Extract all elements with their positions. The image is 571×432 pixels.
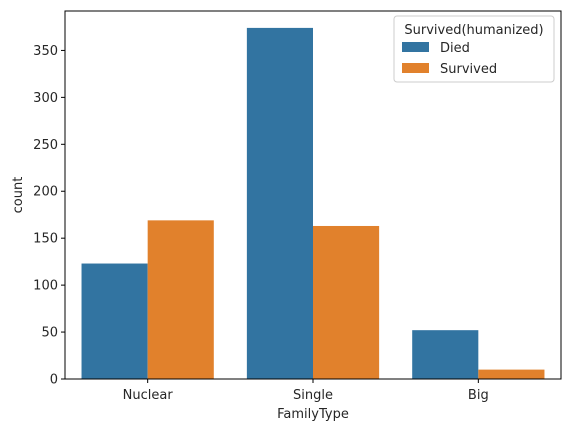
y-tick-label: 150: [33, 232, 58, 247]
y-tick-label: 200: [33, 185, 58, 200]
y-axis: 0 50 100 150 200 250 300 350: [33, 44, 65, 388]
y-tick-label: 100: [33, 279, 58, 294]
x-axis: Nuclear Single Big: [123, 379, 489, 403]
bar-died-single: [246, 27, 313, 380]
legend-label-died: Died: [440, 41, 470, 56]
x-tick-label: Big: [468, 388, 489, 403]
bar-survived-single: [313, 225, 380, 379]
bar-died-big: [412, 330, 479, 379]
bar-survived-big: [478, 369, 545, 379]
y-tick-label: 250: [33, 138, 58, 153]
legend-items: Died Survived: [402, 41, 497, 77]
legend-box: [393, 15, 555, 83]
legend-swatch-died: [402, 42, 429, 52]
x-tick-label: Single: [293, 388, 333, 403]
legend-title: Survived(humanized): [404, 23, 543, 38]
y-tick-label: 300: [33, 91, 58, 106]
y-tick-label: 0: [50, 373, 58, 388]
bar-died-nuclear: [81, 263, 148, 379]
bars-group: [81, 27, 545, 380]
x-axis-title: FamilyType: [277, 407, 349, 422]
legend: Survived(humanized) Died Survived: [393, 15, 555, 83]
y-axis-title: count: [11, 177, 26, 214]
legend-swatch-survived: [402, 63, 429, 73]
bar-survived-nuclear: [147, 220, 214, 379]
x-tick-label: Nuclear: [123, 388, 174, 403]
legend-label-survived: Survived: [440, 62, 497, 77]
y-tick-label: 350: [33, 44, 58, 59]
y-tick-label: 50: [41, 326, 58, 341]
